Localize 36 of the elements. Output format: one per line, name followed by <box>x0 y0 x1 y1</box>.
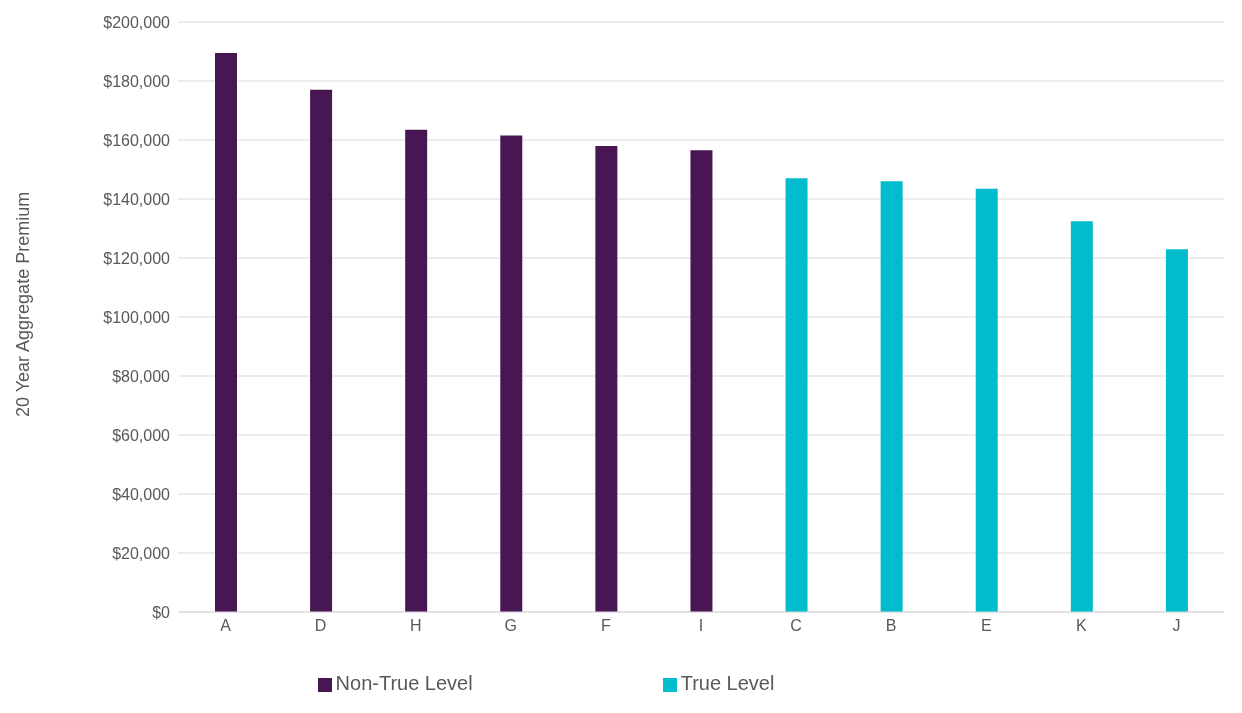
bar <box>690 150 713 612</box>
y-tick-label: $120,000 <box>103 249 171 267</box>
bar <box>880 181 903 612</box>
bar <box>500 135 523 612</box>
y-tick-label: $80,000 <box>112 367 171 385</box>
x-tick-label: A <box>220 617 232 635</box>
x-tick-label: I <box>698 617 704 635</box>
x-tick-label: F <box>601 617 612 635</box>
y-tick-label: $180,000 <box>103 72 171 90</box>
bar <box>215 52 237 612</box>
bar <box>595 145 618 612</box>
legend-label: True Level <box>680 672 775 694</box>
x-tick-label: K <box>1076 617 1088 635</box>
legend-label: Non-True Level <box>335 672 473 694</box>
x-tick-label: B <box>885 617 897 635</box>
x-tick-label: H <box>409 617 422 635</box>
y-tick-label: $140,000 <box>103 190 171 208</box>
y-tick-label: $20,000 <box>112 544 171 562</box>
x-tick-label: D <box>314 617 327 635</box>
y-tick-label: $100,000 <box>103 308 171 326</box>
y-axis-title: 20 Year Aggregate Premium <box>13 191 34 417</box>
bar <box>785 178 808 612</box>
y-tick-label: $40,000 <box>112 485 171 503</box>
bar <box>310 89 333 612</box>
bar <box>1070 221 1093 612</box>
bar <box>975 188 998 612</box>
x-tick-label: J <box>1172 617 1181 635</box>
x-tick-label: C <box>790 617 802 635</box>
x-tick-label: G <box>504 617 518 635</box>
y-tick-label: $200,000 <box>103 13 171 31</box>
y-tick-label: $60,000 <box>112 426 171 444</box>
x-tick-label: E <box>980 617 992 635</box>
y-tick-label: $160,000 <box>103 131 171 149</box>
y-tick-label: $0 <box>152 603 171 621</box>
bar <box>1165 249 1188 612</box>
bar <box>405 129 428 612</box>
